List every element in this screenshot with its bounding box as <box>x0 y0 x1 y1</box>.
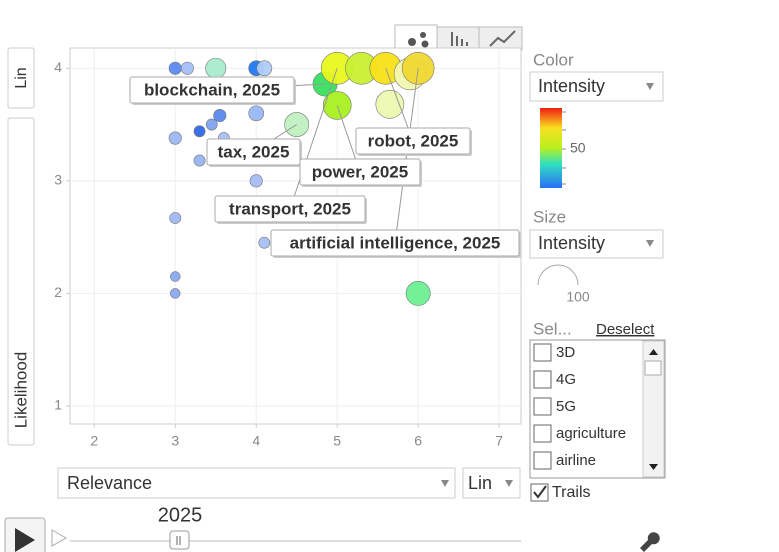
annotation-box <box>355 127 471 155</box>
y-tick-label: 1 <box>54 397 62 413</box>
bubble <box>168 61 182 75</box>
y-axis-label[interactable]: Likelihood <box>11 352 30 429</box>
annotation-box <box>299 158 421 186</box>
item-label: 5G <box>556 398 576 415</box>
bubble <box>193 154 206 167</box>
y-tick-label: 3 <box>54 172 62 188</box>
bubble <box>248 105 265 122</box>
size-by: Intensity <box>538 233 605 253</box>
dropdown-arrow <box>441 480 449 487</box>
size-scale <box>537 264 579 286</box>
tab-icon <box>420 32 426 38</box>
y-scale-box[interactable] <box>7 47 35 109</box>
tab-icon <box>421 40 429 48</box>
annotation: transport, 2025 <box>229 199 351 218</box>
x-axis-label: Relevance <box>67 473 152 493</box>
size-max: 100 <box>566 289 590 305</box>
annotation: power, 2025 <box>312 162 408 181</box>
tab-icon <box>408 38 416 46</box>
y-tick-label: 4 <box>54 59 62 75</box>
bubble <box>205 57 227 79</box>
check-mark <box>533 485 547 499</box>
bubble <box>180 61 194 75</box>
x-tick-label: 7 <box>495 433 503 449</box>
bubble <box>322 91 352 120</box>
step-icon[interactable] <box>51 529 68 547</box>
x-tick-label: 3 <box>171 433 179 449</box>
color-by: Intensity <box>538 76 605 96</box>
annotation-box <box>214 195 366 223</box>
annotation-box <box>129 76 295 104</box>
x-tick-label: 2 <box>90 433 98 449</box>
bubble <box>170 288 181 299</box>
item-checkbox[interactable] <box>533 451 552 470</box>
bubble <box>213 108 227 123</box>
bubble <box>256 60 273 77</box>
bubble <box>169 212 182 224</box>
x-label-dropdown[interactable] <box>57 467 456 499</box>
x-tick-label: 6 <box>414 433 422 449</box>
item-checkbox[interactable] <box>533 343 552 362</box>
color-scale <box>540 108 562 188</box>
x-tick-label: 5 <box>333 433 341 449</box>
tab-icon <box>489 30 516 47</box>
settings-icon[interactable] <box>640 532 660 552</box>
annotation-box <box>270 229 520 257</box>
item-checkbox[interactable] <box>533 424 552 443</box>
color-mid: 50 <box>570 140 586 156</box>
annotation: tax, 2025 <box>218 142 290 161</box>
annotation-box <box>206 138 301 166</box>
dropdown-arrow <box>646 83 654 90</box>
item-label: 3D <box>556 344 575 361</box>
play-icon <box>15 528 35 552</box>
y-scale[interactable]: Lin <box>13 67 30 88</box>
item-checkbox[interactable] <box>533 397 552 416</box>
scroll-thumb[interactable] <box>644 360 662 376</box>
trails-label: Trails <box>552 484 591 501</box>
color-label: Color <box>533 50 574 69</box>
size-dropdown[interactable] <box>529 229 664 259</box>
annotation: blockchain, 2025 <box>144 80 280 99</box>
x-tick-label: 4 <box>252 433 260 449</box>
bubble <box>205 118 218 131</box>
item-label: 4G <box>556 371 576 388</box>
dropdown-arrow <box>646 240 654 247</box>
bubble <box>168 131 182 145</box>
bubble <box>193 125 206 138</box>
y-label-box[interactable] <box>7 117 35 446</box>
annotation: robot, 2025 <box>368 131 459 150</box>
item-checkbox[interactable] <box>533 370 552 389</box>
leader-line <box>289 68 338 210</box>
x-scale: Lin <box>468 473 492 493</box>
item-label: agriculture <box>556 425 626 442</box>
y-tick-label: 2 <box>54 284 62 300</box>
bubble <box>249 174 263 188</box>
annotation: artificial intelligence, 2025 <box>290 233 501 252</box>
deselect-link[interactable]: Deselect <box>596 321 655 338</box>
time-label: 2025 <box>158 504 203 526</box>
dropdown-arrow <box>505 480 513 487</box>
tab-icon <box>451 32 468 46</box>
color-dropdown[interactable] <box>529 71 664 102</box>
select-label: Sel... <box>533 319 572 338</box>
thumb-grip <box>176 536 181 545</box>
tab-bubble[interactable] <box>394 24 438 51</box>
bubble <box>170 271 181 282</box>
bubble <box>405 281 431 306</box>
color-scale-ticks <box>562 111 566 185</box>
item-label: airline <box>556 452 596 469</box>
bubble <box>258 236 271 249</box>
size-label: Size <box>533 207 566 226</box>
